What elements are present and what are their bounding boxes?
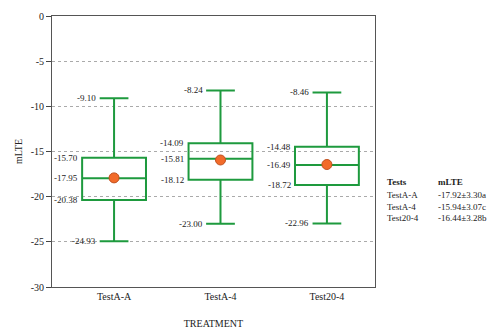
svg-text:-24.93: -24.93 [72, 236, 96, 246]
svg-text:Test20-4: Test20-4 [387, 213, 419, 223]
svg-text:-17.95: -17.95 [54, 173, 78, 183]
svg-text:-18.72: -18.72 [268, 180, 291, 190]
svg-text:-20: -20 [31, 191, 44, 202]
svg-text:-5: -5 [36, 56, 44, 67]
svg-text:-15.81: -15.81 [161, 154, 184, 164]
svg-text:-16.44±3.28b: -16.44±3.28b [438, 213, 487, 223]
svg-text:-8.46: -8.46 [290, 87, 309, 97]
svg-text:-15: -15 [31, 146, 44, 157]
svg-text:-9.10: -9.10 [77, 93, 96, 103]
svg-text:-14.48: -14.48 [267, 142, 291, 152]
svg-text:TestA-A: TestA-A [387, 190, 418, 200]
svg-text:-15.70: -15.70 [54, 153, 78, 163]
svg-text:-8.24: -8.24 [184, 85, 203, 95]
svg-text:TREATMENT: TREATMENT [184, 318, 243, 329]
svg-text:-14.09: -14.09 [160, 138, 184, 148]
svg-text:-15.94±3.07c: -15.94±3.07c [438, 202, 486, 212]
svg-text:-17.92±3.30a: -17.92±3.30a [438, 190, 486, 200]
svg-text:-20.38: -20.38 [54, 195, 78, 205]
svg-text:TestA-4: TestA-4 [387, 202, 416, 212]
svg-text:mLTE: mLTE [438, 177, 463, 187]
svg-text:mLTE: mLTE [13, 139, 24, 164]
svg-text:TestA-A: TestA-A [97, 291, 132, 302]
svg-text:-10: -10 [31, 101, 44, 112]
svg-text:TestA-4: TestA-4 [204, 291, 236, 302]
svg-text:-18.12: -18.12 [161, 175, 184, 185]
svg-text:-25: -25 [31, 236, 44, 247]
svg-text:0: 0 [39, 11, 44, 22]
svg-text:-30: -30 [31, 282, 44, 293]
svg-text:-22.96: -22.96 [285, 218, 309, 228]
svg-text:-23.00: -23.00 [179, 219, 203, 229]
svg-text:-16.49: -16.49 [267, 160, 291, 170]
svg-text:Test20-4: Test20-4 [309, 291, 344, 302]
svg-text:Tests: Tests [387, 177, 407, 187]
